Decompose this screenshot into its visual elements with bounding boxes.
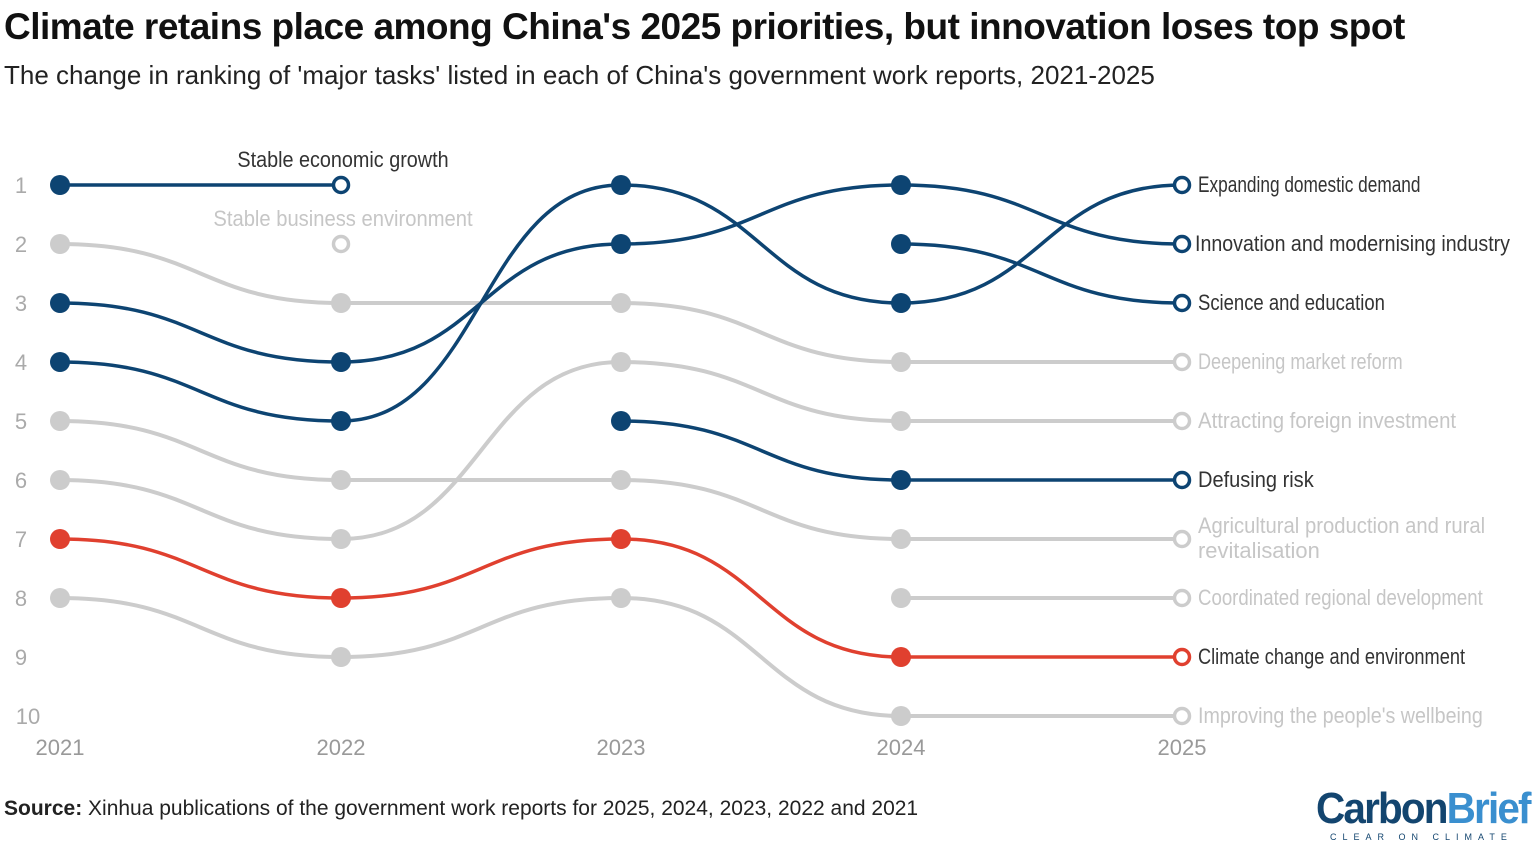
series-point (50, 529, 70, 549)
y-tick-label: 4 (15, 350, 27, 375)
series-point (331, 647, 351, 667)
series-end-marker (1172, 588, 1192, 608)
series-point (50, 352, 70, 372)
series-point (891, 175, 911, 195)
series-line-science-and-education (900, 242, 1183, 305)
series-point (891, 706, 911, 726)
chart-subtitle: The change in ranking of 'major tasks' l… (4, 60, 1155, 90)
series-point (891, 529, 911, 549)
y-tick-label: 9 (15, 645, 27, 670)
series-end-marker (1172, 293, 1192, 313)
series-label: Stable business environment (213, 206, 472, 231)
x-tick-label: 2024 (877, 735, 926, 760)
series-point (891, 234, 911, 254)
y-tick-label: 2 (15, 232, 27, 257)
series-point (611, 411, 631, 431)
series-point (50, 588, 70, 608)
series-point (331, 529, 351, 549)
series-point (611, 234, 631, 254)
source-text: Xinhua publications of the government wo… (88, 797, 919, 820)
series-point (331, 293, 351, 313)
bump-chart: 1 2 3 4 5 6 7 8 9 10 2021 2022 2023 2024 2025 Stable bu… (15, 147, 1510, 760)
series-point (891, 411, 911, 431)
chart-title: Climate retains place among China's 2025… (4, 6, 1405, 47)
series-point (611, 293, 631, 313)
series-point (50, 293, 70, 313)
series-point (331, 411, 351, 431)
x-tick-label: 2023 (597, 735, 646, 760)
series-label: Expanding domestic demand (1198, 172, 1421, 197)
series-point (50, 470, 70, 490)
logo-part1: Carbon (1316, 784, 1448, 833)
series-label: Innovation and modernising industry (1195, 231, 1510, 256)
y-tick-label: 5 (15, 409, 27, 434)
series-label: Defusing risk (1198, 467, 1315, 492)
x-tick-label: 2021 (36, 735, 85, 760)
series-point (891, 293, 911, 313)
series-label: Attracting foreign investment (1198, 408, 1456, 433)
series-label: revitalisation (1198, 538, 1320, 563)
series-point (891, 352, 911, 372)
series-label: Deepening market reform (1198, 349, 1403, 374)
y-tick-label: 1 (15, 173, 27, 198)
series-end-marker (331, 234, 351, 254)
series-point (50, 234, 70, 254)
series-label: Coordinated regional development (1198, 585, 1483, 610)
y-tick-label: 10 (16, 704, 40, 729)
series-end-marker (1172, 529, 1192, 549)
carbonbrief-logo: CarbonBrief CLEAR ON CLIMATE (1316, 784, 1536, 843)
series-point (611, 175, 631, 195)
series-line-attracting-foreign-investment (59, 359, 1182, 542)
y-tick-label: 3 (15, 291, 27, 316)
series-end-marker (1172, 470, 1192, 490)
logo-tagline: CLEAR ON CLIMATE (1330, 832, 1513, 842)
series-point (891, 588, 911, 608)
series-point (331, 352, 351, 372)
series-point (50, 175, 70, 195)
series-label: Climate change and environment (1198, 644, 1465, 669)
series-end-marker (1172, 411, 1192, 431)
series-label: Science and education (1198, 290, 1385, 315)
series-point (50, 411, 70, 431)
series-label: Stable economic growth (237, 147, 448, 172)
series-end-marker (1172, 175, 1192, 195)
series-point (331, 588, 351, 608)
series-point (611, 588, 631, 608)
y-tick-label: 8 (15, 586, 27, 611)
series-end-marker (331, 175, 351, 195)
x-tick-label: 2025 (1158, 735, 1207, 760)
y-tick-label: 7 (15, 527, 27, 552)
source-note: Source: Xinhua publications of the gover… (4, 797, 918, 821)
series-end-marker (1172, 234, 1192, 254)
series-point (611, 352, 631, 372)
logo-part2: Brief (1446, 784, 1532, 833)
series-label: Improving the people's wellbeing (1198, 703, 1483, 728)
series-end-marker (1172, 647, 1192, 667)
series-point (611, 470, 631, 490)
series-point (331, 470, 351, 490)
series-end-marker (1172, 352, 1192, 372)
source-label: Source: (4, 797, 83, 820)
series-label: Agricultural production and rural (1198, 513, 1485, 538)
y-tick-label: 6 (15, 468, 27, 493)
series-end-marker (1172, 706, 1192, 726)
series-point (891, 647, 911, 667)
series-point (891, 470, 911, 490)
x-tick-label: 2022 (317, 735, 366, 760)
series-point (611, 529, 631, 549)
